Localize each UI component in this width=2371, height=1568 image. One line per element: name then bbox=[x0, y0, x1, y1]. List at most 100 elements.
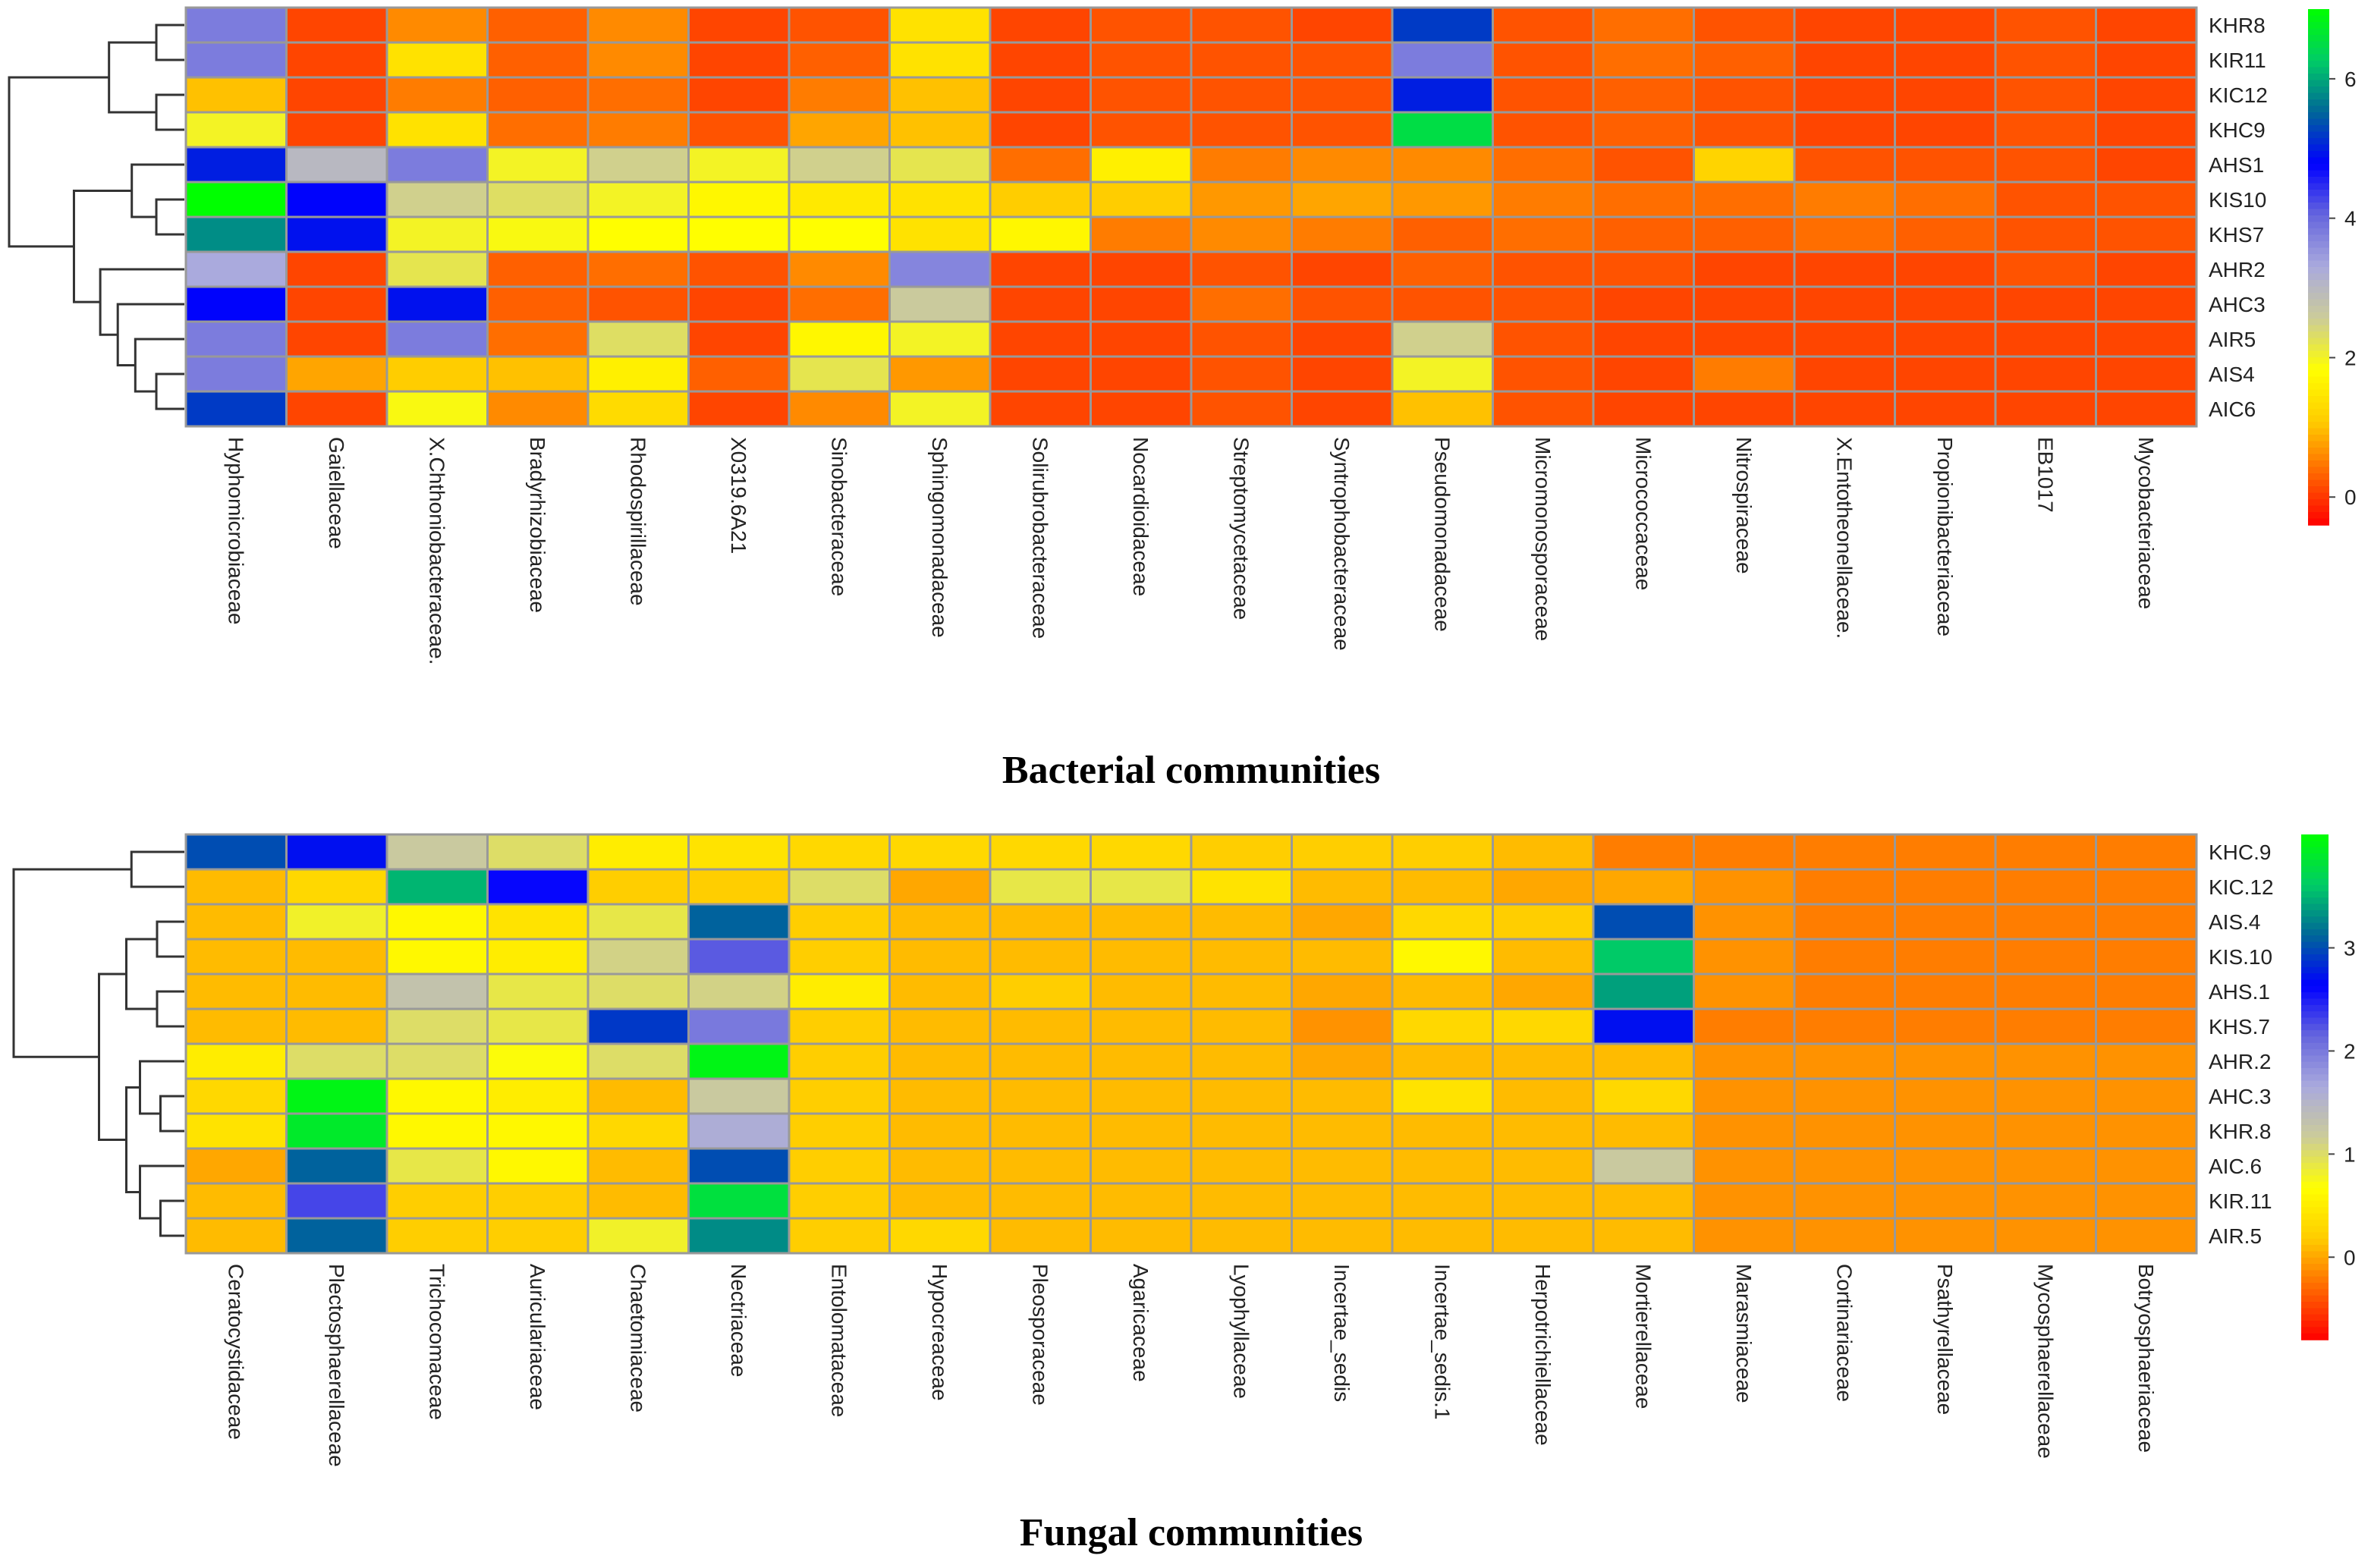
heatmap-cell bbox=[1090, 390, 1193, 428]
row-dendrogram bbox=[8, 24, 184, 410]
heatmap-cell bbox=[2095, 1182, 2198, 1220]
column-label: Botryosphaeriaceae bbox=[2134, 1264, 2158, 1453]
heatmap-cell bbox=[1492, 938, 1595, 976]
heatmap-cell bbox=[586, 355, 690, 393]
heatmap-cell bbox=[1190, 41, 1293, 79]
colorbar-segment bbox=[2308, 254, 2329, 262]
heatmap-cell bbox=[989, 41, 1092, 79]
column-label: Marasmiaceae bbox=[1732, 1264, 1756, 1403]
colorbar-segment bbox=[2301, 992, 2329, 1000]
heatmap-cell bbox=[1090, 1217, 1193, 1255]
heatmap-cell bbox=[1693, 6, 1796, 44]
colorbar-segment bbox=[2301, 1036, 2329, 1044]
heatmap-cell bbox=[1391, 903, 1494, 941]
colorbar-tick-label: 0 bbox=[2344, 1246, 2356, 1269]
row-label: KIC.12 bbox=[2209, 875, 2274, 899]
colorbar-segment bbox=[2308, 389, 2329, 397]
heatmap-cell bbox=[1994, 215, 2097, 253]
heatmap-cell bbox=[184, 390, 288, 428]
heatmap-cell bbox=[1693, 215, 1796, 253]
heatmap-cell bbox=[385, 76, 489, 114]
colorbar-segment bbox=[2301, 1124, 2329, 1133]
heatmap-cell bbox=[1391, 1147, 1494, 1185]
heatmap-cell bbox=[385, 111, 489, 149]
heatmap-cell bbox=[2095, 76, 2198, 114]
heatmap-cell bbox=[285, 320, 388, 358]
heatmap-cell bbox=[1190, 146, 1293, 184]
heatmap-cell bbox=[385, 868, 489, 906]
heatmap-cell bbox=[184, 355, 288, 393]
colorbar-segment bbox=[2301, 885, 2329, 892]
heatmap-cell bbox=[285, 973, 388, 1010]
heatmap-cell bbox=[285, 181, 388, 218]
row-label: AHS.1 bbox=[2209, 980, 2270, 1004]
heatmap-cell bbox=[1492, 355, 1595, 393]
colorbar-segment bbox=[2308, 260, 2329, 268]
colorbar-segment bbox=[2308, 428, 2329, 435]
column-label: Mycosphaerellaceae bbox=[2033, 1264, 2057, 1459]
heatmap-cell bbox=[687, 320, 791, 358]
heatmap-cell bbox=[2095, 320, 2198, 358]
colorbar-segment bbox=[2308, 454, 2329, 461]
heatmap-cell bbox=[1592, 903, 1695, 941]
dendrogram-branch bbox=[155, 372, 184, 410]
heatmap-cell bbox=[1693, 76, 1796, 114]
heatmap-cell bbox=[1090, 1112, 1193, 1150]
colorbar-segment bbox=[2308, 48, 2329, 55]
colorbar-segment bbox=[2308, 99, 2329, 107]
heatmap-cell bbox=[788, 250, 891, 288]
column-label: X0319.6A21 bbox=[727, 437, 750, 554]
row-label: AHC3 bbox=[2209, 293, 2266, 316]
heatmap-cell bbox=[989, 146, 1092, 184]
colorbar-segment bbox=[2301, 1017, 2329, 1025]
heatmap-cell bbox=[1592, 973, 1695, 1010]
heatmap-cell bbox=[586, 111, 690, 149]
colorbar-segment bbox=[2301, 1327, 2329, 1334]
colorbar-segment bbox=[2308, 332, 2329, 339]
heatmap-cell bbox=[1391, 1217, 1494, 1255]
heatmap-cell bbox=[1391, 1007, 1494, 1045]
heatmap-cell bbox=[586, 1007, 690, 1045]
heatmap-cell bbox=[888, 868, 992, 906]
heatmap-cell bbox=[1793, 146, 1896, 184]
heatmap-cell bbox=[486, 390, 590, 428]
heatmap-cell bbox=[788, 973, 891, 1010]
colorbar-segment bbox=[2301, 1295, 2329, 1302]
heatmap-cell bbox=[1190, 111, 1293, 149]
heatmap-cell bbox=[1693, 1217, 1796, 1255]
heatmap-cell bbox=[2095, 1147, 2198, 1185]
column-label: X.Chthoniobacteraceae. bbox=[425, 437, 448, 665]
heatmap-cell bbox=[285, 6, 388, 44]
heatmap-cell bbox=[1391, 1077, 1494, 1115]
heatmap-cell bbox=[989, 390, 1092, 428]
heatmap-cell bbox=[989, 1077, 1092, 1115]
heatmap-cell bbox=[888, 41, 992, 79]
colorbar-segment bbox=[2301, 1200, 2329, 1208]
colorbar-segment bbox=[2301, 1162, 2329, 1171]
heatmap-cell bbox=[1592, 146, 1695, 184]
heatmap-cell bbox=[1592, 41, 1695, 79]
colorbar-segment bbox=[2308, 286, 2329, 294]
heatmap-cell bbox=[285, 215, 388, 253]
heatmap-cell bbox=[2095, 355, 2198, 393]
heatmap-cell bbox=[285, 390, 388, 428]
heatmap-cell bbox=[1994, 938, 2097, 976]
colorbar-segment bbox=[2308, 41, 2329, 49]
colorbar-segment bbox=[2308, 67, 2329, 74]
heatmap-cell bbox=[1090, 76, 1193, 114]
heatmap-cell bbox=[888, 1007, 992, 1045]
colorbar-segment bbox=[2308, 86, 2329, 94]
heatmap-cell bbox=[184, 181, 288, 218]
heatmap-cell bbox=[989, 285, 1092, 323]
heatmap-cell bbox=[687, 903, 791, 941]
colorbar-segment bbox=[2308, 415, 2329, 423]
heatmap-cell bbox=[285, 1077, 388, 1115]
colorbar-segment bbox=[2308, 247, 2329, 255]
heatmap-cell bbox=[1090, 1042, 1193, 1080]
heatmap-cell bbox=[989, 1112, 1092, 1150]
colorbar-segment bbox=[2308, 196, 2329, 203]
heatmap-cell bbox=[1090, 146, 1193, 184]
heatmap-cell bbox=[687, 285, 791, 323]
heatmap-cell bbox=[1190, 181, 1293, 218]
heatmap-cell bbox=[1492, 1147, 1595, 1185]
